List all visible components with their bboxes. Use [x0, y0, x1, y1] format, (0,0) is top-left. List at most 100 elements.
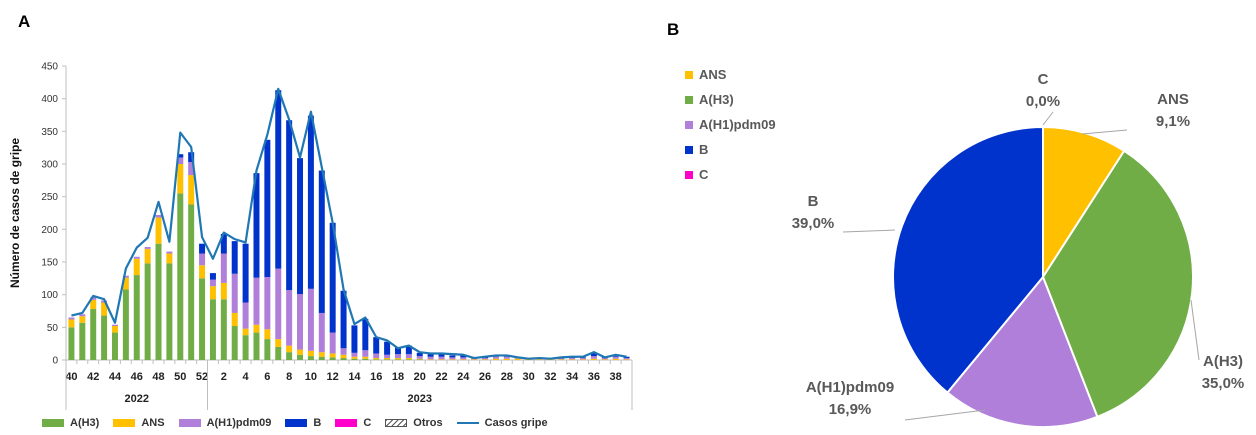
- bar-segment: [188, 175, 195, 205]
- bar-segment: [580, 359, 587, 360]
- bar-segment: [144, 246, 151, 249]
- x-tick-label: 14: [348, 371, 361, 383]
- bar-segment: [199, 243, 206, 254]
- panel-b-label: B: [667, 20, 680, 39]
- bar-segment: [384, 354, 391, 359]
- bar-segment: [416, 356, 423, 359]
- bar-segment: [209, 273, 216, 280]
- bar-segment: [122, 275, 129, 278]
- bar-segment: [111, 326, 118, 333]
- legend-label: B: [313, 417, 322, 429]
- bar-segment: [460, 357, 467, 360]
- legend-label: B: [699, 142, 709, 157]
- pie-leader-line: [842, 229, 896, 233]
- bar-segment: [416, 352, 423, 357]
- bar-segment: [329, 353, 336, 358]
- bar-segment: [297, 349, 304, 355]
- bar-segment: [438, 356, 445, 360]
- y-tick-label: 0: [52, 356, 58, 367]
- legend-label: ANS: [699, 67, 727, 82]
- bar-segment: [558, 359, 565, 360]
- pie-legend: ANS A(H3) A(H1)pdm09 B C: [685, 62, 776, 187]
- bar-segment: [199, 265, 206, 279]
- bar-segment: [144, 248, 151, 264]
- bar-segment: [449, 359, 456, 360]
- x-tick-label: 20: [414, 371, 426, 383]
- bar-segment: [209, 299, 216, 360]
- y-tick-label: 100: [41, 290, 58, 301]
- bar-segment: [362, 318, 369, 351]
- bar-segment: [231, 326, 238, 360]
- bar-segment: [340, 348, 347, 355]
- bar-segment: [612, 356, 619, 359]
- bar-segment: [101, 302, 108, 316]
- bar-segment: [166, 253, 173, 264]
- bar-segment: [449, 355, 456, 358]
- bar-segment: [231, 273, 238, 313]
- x-tick-label: 40: [65, 371, 77, 383]
- bar-segment: [231, 312, 238, 327]
- bar-segment: [264, 329, 271, 340]
- bar-segment: [612, 358, 619, 360]
- bar-segment: [318, 356, 325, 360]
- legend-line: [456, 422, 479, 424]
- bar-segment: [503, 356, 510, 359]
- bar-segment: [275, 90, 282, 269]
- pie-legend-ah3: A(H3): [685, 87, 776, 112]
- bar-segment: [220, 253, 227, 283]
- y-tick-label: 200: [41, 225, 58, 236]
- pie-leader-line: [1190, 299, 1200, 361]
- legend-swatch: [42, 419, 64, 427]
- bar-segment: [264, 139, 271, 278]
- y-tick-label: 150: [41, 258, 58, 269]
- pie-slice-name: ANS: [1157, 91, 1189, 108]
- bar-segment: [492, 358, 499, 360]
- legend-swatch: [113, 419, 136, 427]
- y-tick-label: 250: [41, 192, 58, 203]
- pie-slice: [1042, 125, 1126, 281]
- bar-segment: [297, 158, 304, 295]
- bar-segment: [242, 302, 249, 329]
- legend-label: A(H3): [699, 92, 734, 107]
- bar-segment: [133, 275, 140, 360]
- bar-segment: [427, 359, 434, 360]
- legend-swatch: [178, 419, 201, 427]
- bar-segment: [209, 279, 216, 287]
- pie-leader-line: [1081, 129, 1128, 135]
- bar-segment: [329, 332, 336, 354]
- bar-segment: [275, 346, 282, 360]
- legend-item-ah3: A(H3): [42, 417, 99, 429]
- bar-segment: [601, 358, 608, 360]
- pie-slice-name: A(H1)pdm09: [806, 379, 894, 396]
- bar-segment: [220, 282, 227, 300]
- bar-segment: [514, 358, 521, 360]
- bar-segment: [558, 358, 565, 360]
- bar-segment: [482, 359, 489, 360]
- bar-segment: [79, 322, 86, 360]
- bar-segment: [122, 277, 129, 290]
- bar-segment: [275, 268, 282, 340]
- pie-legend-ans: ANS: [685, 62, 776, 87]
- year-label: 2022: [125, 393, 149, 405]
- bar-segment: [68, 317, 75, 320]
- pie-slice: [1041, 149, 1194, 419]
- x-tick-label: 4: [243, 371, 250, 383]
- bar-segment: [111, 324, 118, 327]
- legend-label: C: [699, 167, 709, 182]
- x-tick-label: 28: [501, 371, 513, 383]
- bar-segment: [569, 358, 576, 360]
- y-tick-label: 50: [47, 323, 59, 334]
- bar-segment: [307, 115, 314, 289]
- bar-segment: [253, 332, 260, 360]
- legend-item-c: C: [335, 417, 371, 429]
- bar-segment: [79, 314, 86, 317]
- legend-label: A(H1)pdm09: [699, 117, 776, 132]
- legend-label: Otros: [413, 417, 443, 429]
- pie-chart: C 0,0% ANS 9,1% A(H3) 35,0% A(H1)pdm09 16,9% B 39…: [792, 71, 1244, 428]
- bar-segment: [264, 339, 271, 360]
- bar-segment: [307, 288, 314, 351]
- bar-segment: [177, 157, 184, 164]
- x-tick-label: 34: [566, 371, 579, 383]
- bar-segment: [133, 258, 140, 276]
